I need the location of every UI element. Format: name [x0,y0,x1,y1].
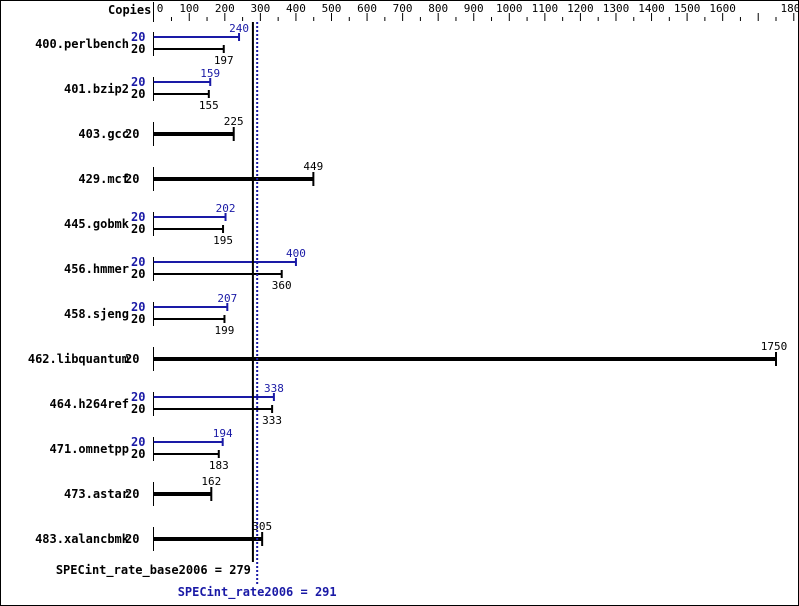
peak-value: 159 [200,67,220,80]
tick-label: 800 [428,2,448,15]
base-value: 197 [214,54,234,67]
base-value: 1750 [761,340,788,353]
peak-value: 240 [229,22,249,35]
tick-label: 900 [464,2,484,15]
benchmark-name: 471.omnetpp [50,442,129,456]
benchmark-name: 445.gobmk [64,217,130,231]
base-mean-label: SPECint_rate_base2006 = 279 [56,563,251,578]
tick-label: 1800 [781,2,799,15]
benchmark-row: 471.omnetpp 20 194 20 183 [50,427,233,472]
base-copies: 20 [131,447,145,461]
benchmark-row: 456.hmmer 20 400 20 360 [64,247,306,292]
base-value: 449 [303,160,323,173]
base-value: 333 [262,414,282,427]
benchmark-row: 445.gobmk 20 202 20 195 [64,202,235,247]
base-copies: 20 [125,127,139,141]
benchmark-row: 400.perlbench 20 240 20 197 [35,22,249,67]
benchmark-name: 403.gcc [78,127,129,141]
base-value: 183 [209,459,229,472]
base-value: 155 [199,99,219,112]
tick-label: 600 [357,2,377,15]
benchmark-name: 456.hmmer [64,262,129,276]
benchmark-name: 473.astar [64,487,129,501]
base-copies: 20 [125,487,139,501]
peak-copies: 20 [131,435,145,449]
benchmark-name: 462.libquantum [28,352,129,366]
base-value: 195 [213,234,233,247]
tick-label: 1000 [496,2,523,15]
peak-copies: 20 [131,210,145,224]
peak-mean-label: SPECint_rate2006 = 291 [178,585,337,600]
peak-copies: 20 [131,390,145,404]
tick-label: 1200 [567,2,594,15]
base-copies: 20 [125,172,139,186]
peak-value: 207 [217,292,237,305]
base-value: 360 [272,279,292,292]
tick-label: 1100 [532,2,559,15]
benchmark-name: 483.xalancbmk [35,532,130,546]
tick-label: 700 [393,2,413,15]
benchmark-row: 458.sjeng 20 207 20 199 [64,292,237,337]
peak-copies: 20 [131,30,145,44]
tick-label: 300 [250,2,270,15]
base-copies: 20 [125,532,139,546]
base-value: 305 [252,520,272,533]
base-copies: 20 [131,222,145,236]
tick-label: 1500 [674,2,701,15]
benchmark-name: 458.sjeng [64,307,129,321]
base-value: 225 [224,115,244,128]
base-copies: 20 [131,402,145,416]
base-value: 199 [215,324,235,337]
peak-copies: 20 [131,255,145,269]
base-value: 162 [201,475,221,488]
peak-value: 338 [264,382,284,395]
axis-label: Copies [108,3,151,17]
base-copies: 20 [131,87,145,101]
peak-value: 194 [213,427,233,440]
tick-label: 200 [215,2,235,15]
tick-label: 1600 [709,2,736,15]
tick-label: 1400 [638,2,665,15]
tick-label: 0 [157,2,164,15]
base-copies: 20 [125,352,139,366]
peak-copies: 20 [131,75,145,89]
benchmark-name: 400.perlbench [35,37,129,51]
base-copies: 20 [131,267,145,281]
peak-value: 400 [286,247,306,260]
benchmark-name: 401.bzip2 [64,82,129,96]
benchmark-name: 429.mcf [78,172,129,186]
tick-label: 400 [286,2,306,15]
tick-label: 100 [179,2,199,15]
tick-label: 1300 [603,2,630,15]
base-copies: 20 [131,42,145,56]
benchmark-row: 401.bzip2 20 159 20 155 [64,67,220,112]
peak-copies: 20 [131,300,145,314]
base-copies: 20 [131,312,145,326]
benchmark-name: 464.h264ref [50,397,129,411]
tick-label: 500 [322,2,342,15]
peak-value: 202 [216,202,236,215]
